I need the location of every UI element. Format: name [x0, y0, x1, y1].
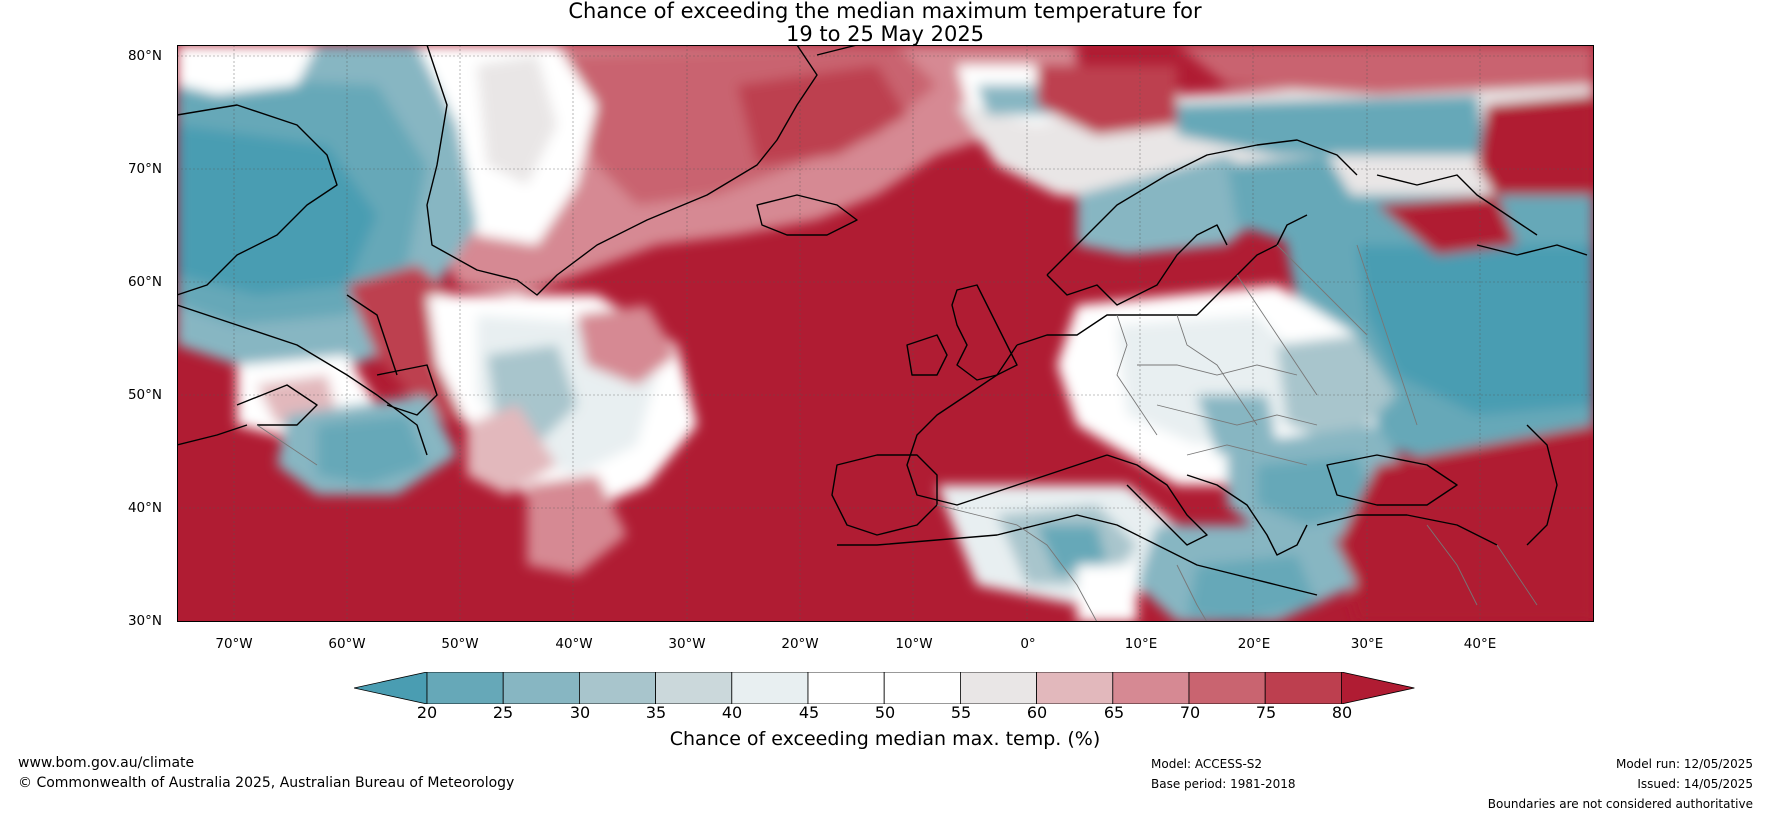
lat-label-30n: 30°N: [127, 613, 162, 629]
colorbar-segment-45-50: [807, 672, 885, 704]
colorbar-segment-55-60: [960, 672, 1038, 704]
lat-label-50n: 50°N: [127, 387, 162, 403]
lon-label-20e: 20°E: [1237, 636, 1271, 652]
country-borders: [256, 244, 1538, 622]
colorbar-segments: [354, 672, 1415, 704]
map-title-line1: Chance of exceeding the median maximum t…: [568, 0, 1202, 23]
coastlines: [177, 45, 1588, 596]
colorbar-tick-30: 30: [569, 703, 591, 722]
lat-label-80n: 80°N: [127, 48, 162, 64]
colorbar-tick-40: 40: [721, 703, 743, 722]
colorbar-tick-65: 65: [1103, 703, 1125, 722]
footer-website: www.bom.gov.au/climate: [18, 755, 195, 771]
colorbar-segment-65-70: [1112, 672, 1190, 704]
forecast-map-graphic: [177, 45, 1594, 622]
footer-base-period: Base period: 1981-2018: [1151, 777, 1296, 791]
colorbar-segment-40-45: [731, 672, 809, 704]
colorbar-tick-50: 50: [874, 703, 896, 722]
colorbar-segment-75-80: [1264, 672, 1342, 704]
lat-label-40n: 40°N: [127, 500, 162, 516]
lat-label-70n: 70°N: [127, 161, 162, 177]
probability-field: [177, 45, 1594, 622]
colorbar-tick-70: 70: [1179, 703, 1201, 722]
colorbar-tick-35: 35: [645, 703, 667, 722]
colorbar-tick-25: 25: [492, 703, 514, 722]
colorbar-segment-60-65: [1036, 672, 1114, 704]
graticule: [177, 45, 1594, 622]
map-border: [177, 45, 1594, 622]
lat-label-60n: 60°N: [127, 274, 162, 290]
colorbar-segment-50-55: [883, 672, 961, 704]
colorbar-segment-30-35: [578, 672, 656, 704]
lon-label-40e: 40°E: [1463, 636, 1497, 652]
colorbar-tick-55: 55: [950, 703, 972, 722]
lon-label-10w: 10°W: [895, 636, 933, 652]
footer-model: Model: ACCESS-S2: [1151, 757, 1263, 771]
footer-issued: Issued: 14/05/2025: [1637, 777, 1753, 791]
colorbar-segment-70-75: [1188, 672, 1266, 704]
footer-copyright: © Commonwealth of Australia 2025, Austra…: [18, 775, 515, 791]
lon-label-70w: 70°W: [215, 636, 253, 652]
lon-label-20w: 20°W: [781, 636, 819, 652]
colorbar-tick-80: 80: [1331, 703, 1353, 722]
lon-label-0: 0°: [1020, 636, 1036, 652]
footer-disclaimer: Boundaries are not considered authoritat…: [1487, 797, 1753, 811]
lon-label-30e: 30°E: [1350, 636, 1384, 652]
map-title-line2: 19 to 25 May 2025: [785, 22, 985, 46]
colorbar-segment-25-30: [502, 672, 580, 704]
colorbar-segment-35-40: [655, 672, 733, 704]
lon-label-10e: 10°E: [1124, 636, 1158, 652]
colorbar-tick-45: 45: [798, 703, 820, 722]
lon-label-40w: 40°W: [555, 636, 593, 652]
footer-model-run: Model run: 12/05/2025: [1615, 757, 1753, 771]
forecast-map: [177, 45, 1594, 622]
lon-label-30w: 30°W: [668, 636, 706, 652]
colorbar-arrow-above-80: [1341, 672, 1415, 704]
map-title: Chance of exceeding the median maximum t…: [0, 0, 1770, 46]
colorbar-title: Chance of exceeding median max. temp. (%…: [669, 728, 1101, 750]
lon-label-60w: 60°W: [328, 636, 366, 652]
lon-label-50w: 50°W: [441, 636, 479, 652]
colorbar-tick-75: 75: [1255, 703, 1277, 722]
colorbar-tick-60: 60: [1026, 703, 1048, 722]
colorbar-arrow-below-20: [354, 672, 428, 704]
colorbar: [354, 672, 1415, 704]
colorbar-segment-20-25: [426, 672, 504, 704]
colorbar-tick-20: 20: [416, 703, 438, 722]
